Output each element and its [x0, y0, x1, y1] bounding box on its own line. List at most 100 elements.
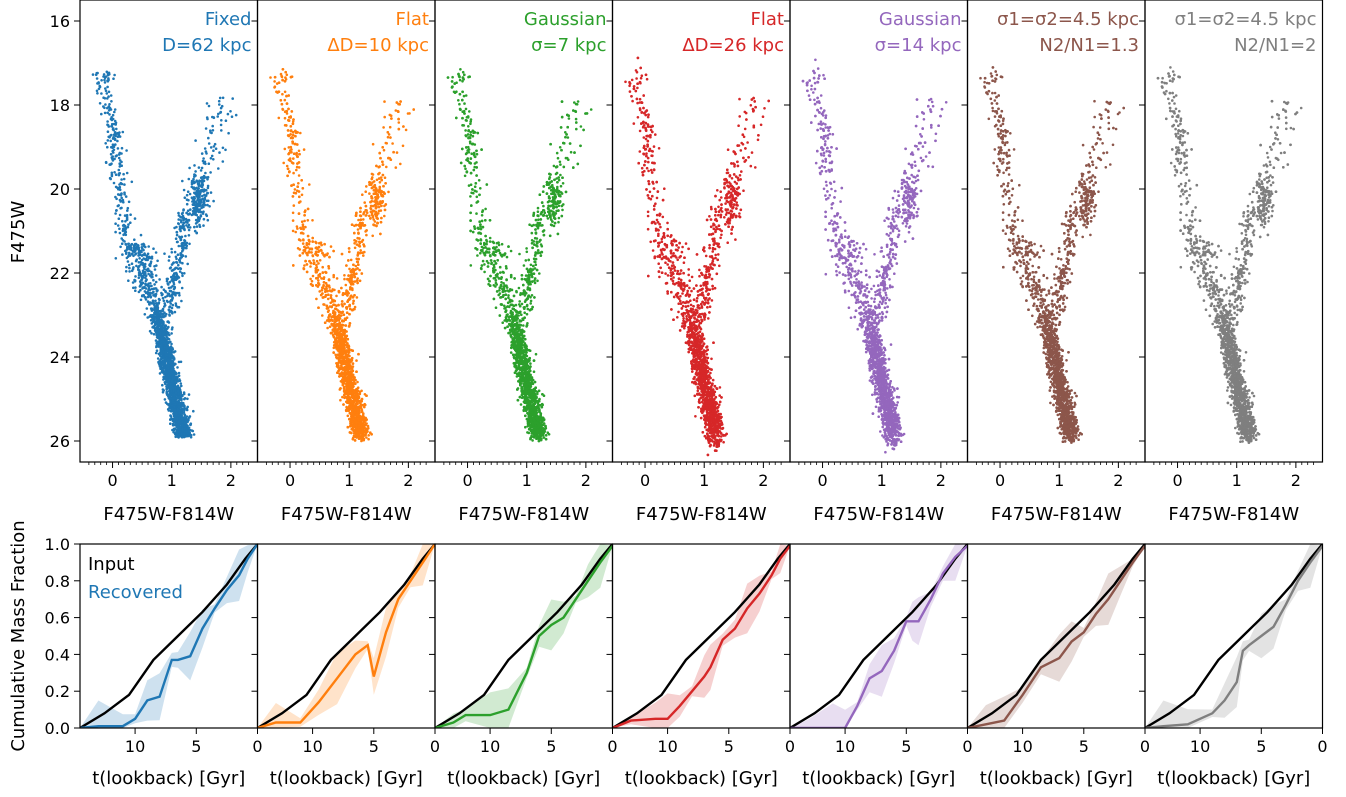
cmd-point — [319, 248, 323, 252]
cmd-point — [125, 213, 129, 217]
cmd-point — [287, 94, 291, 97]
cmd-point — [371, 204, 375, 208]
cmd-point — [345, 306, 348, 309]
cmd-point — [164, 329, 168, 333]
cmd-point — [372, 218, 376, 221]
cmd-point — [329, 245, 333, 248]
cmd-x-axis-label: F475W-F814W — [103, 504, 234, 525]
cmd-point — [326, 310, 330, 314]
cmd-point — [181, 211, 184, 215]
cmd-point — [289, 125, 293, 128]
cmd-point — [124, 195, 128, 198]
cmd-point — [307, 238, 311, 242]
cmd-point — [291, 219, 295, 222]
cmd-point — [280, 74, 283, 78]
cmd-point — [211, 124, 214, 128]
cmd-point — [290, 148, 293, 151]
cmd-point — [142, 266, 146, 269]
cmd-point — [380, 216, 383, 220]
cmd-point — [206, 184, 210, 188]
cmd-point — [193, 181, 197, 184]
cmd-point — [365, 211, 369, 214]
cmd-point — [344, 330, 348, 333]
cmd-point — [288, 170, 291, 173]
cmd-point — [180, 402, 184, 405]
cmd-point — [277, 116, 281, 120]
cmd-point — [175, 233, 179, 237]
cmd-point — [165, 279, 169, 283]
cmd-point — [321, 286, 325, 289]
cmd-point — [166, 320, 170, 323]
cmd-point — [192, 409, 195, 413]
cmd-axes-frame — [79, 0, 259, 463]
cmd-point — [123, 183, 126, 186]
cmd-point — [193, 164, 196, 167]
cmd-point — [292, 157, 295, 160]
cmd-point — [152, 247, 155, 250]
cmd-point — [292, 204, 296, 207]
cmd-point — [122, 227, 125, 230]
cmd-point — [305, 263, 309, 266]
cmd-point — [168, 305, 171, 309]
cmd-point — [170, 306, 174, 310]
cmd-point — [128, 270, 131, 273]
cmd-point — [189, 433, 193, 437]
cmd-point — [96, 82, 99, 85]
cmd-point — [383, 176, 387, 179]
cmd-point — [292, 171, 295, 175]
cmd-point — [389, 114, 393, 117]
cmd-point — [182, 392, 186, 396]
cmd-point — [119, 181, 123, 185]
cmd-point — [314, 271, 318, 274]
cmd-point — [163, 324, 167, 327]
cmd-point — [149, 296, 153, 299]
cmd-point — [110, 125, 113, 128]
cmd-point — [339, 311, 343, 314]
cmd-point — [328, 289, 332, 292]
cmd-point — [204, 127, 208, 130]
cmd-point — [184, 234, 187, 238]
cmd-point — [356, 380, 359, 384]
cmd-point — [150, 255, 154, 259]
cmd-point — [113, 108, 117, 111]
cmd-point — [112, 136, 115, 139]
cmd-point — [157, 334, 160, 338]
cmd-point — [359, 210, 362, 213]
cmd-point — [161, 312, 164, 316]
cmd-point — [174, 386, 177, 389]
cmd-point — [100, 112, 103, 116]
cmd-point — [212, 145, 216, 148]
cmd-point — [176, 366, 179, 369]
cmd-point — [378, 165, 381, 168]
cmd-point — [292, 152, 296, 155]
cmd-point — [168, 294, 172, 298]
cmd-point — [343, 277, 346, 281]
cmd-point — [314, 267, 318, 270]
cmd-point — [365, 436, 368, 439]
cmd-point — [176, 375, 179, 379]
cmd-point — [142, 257, 145, 260]
cmd-point — [231, 97, 234, 100]
cmd-point — [404, 128, 408, 132]
cmd-point — [287, 119, 291, 122]
cmd-point — [339, 387, 342, 390]
cmd-point — [175, 257, 178, 261]
cmd-point — [179, 238, 183, 242]
cmd-point — [113, 131, 117, 134]
cmd-point — [195, 193, 198, 196]
cmd-point — [193, 173, 196, 176]
cmd-point — [377, 172, 380, 176]
cmd-point — [317, 274, 320, 277]
cmd-point — [182, 221, 186, 225]
cmd-point — [129, 213, 132, 216]
cmd-point — [146, 290, 149, 294]
cmd-point — [178, 434, 182, 438]
cmd-point — [285, 109, 289, 113]
cmd-point — [234, 113, 238, 117]
cmd-point — [158, 329, 161, 333]
cmd-point — [201, 203, 204, 207]
cmd-point — [128, 266, 131, 270]
cmd-point — [295, 168, 298, 172]
cmd-point — [143, 270, 147, 274]
cmd-point — [195, 179, 198, 182]
